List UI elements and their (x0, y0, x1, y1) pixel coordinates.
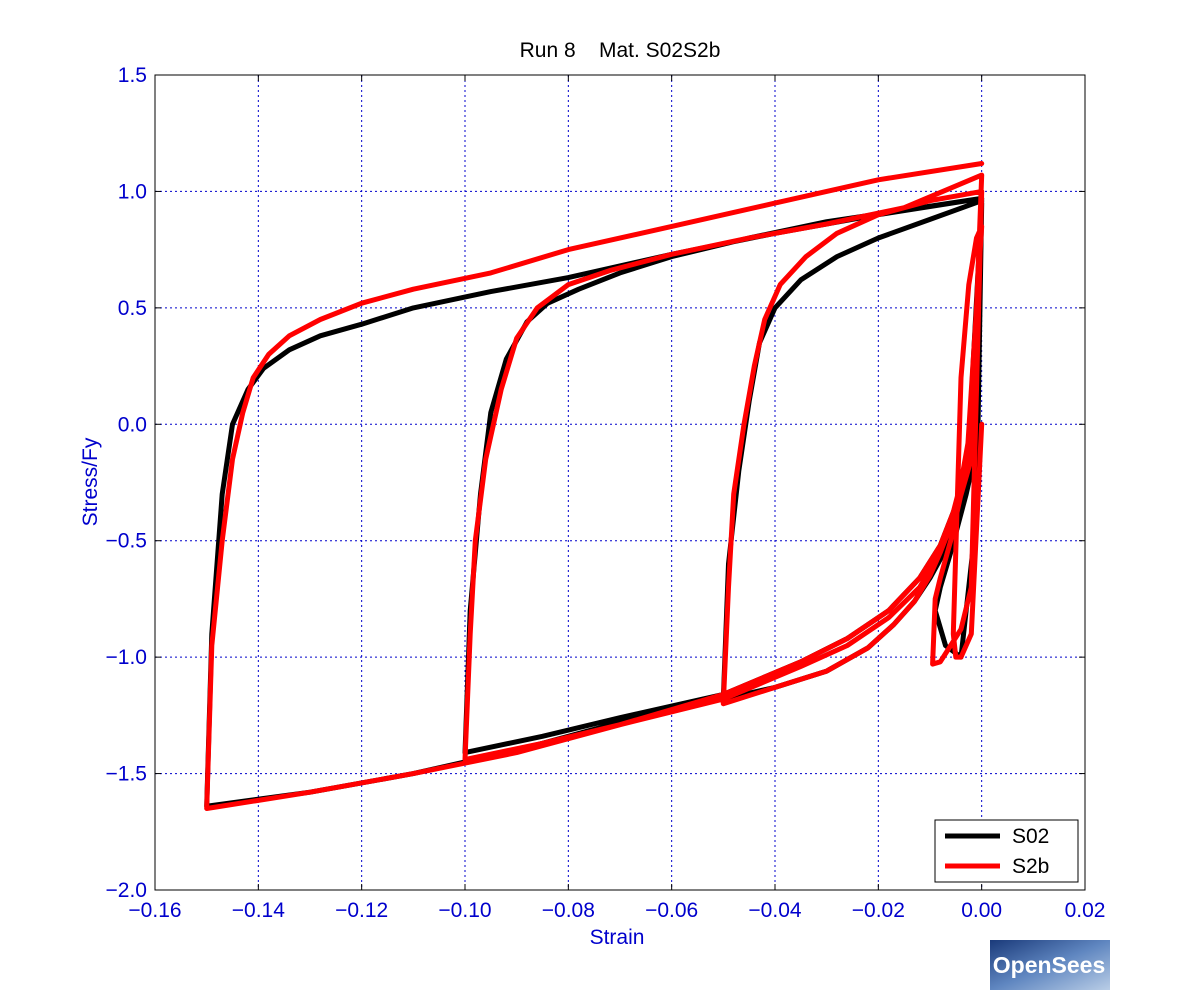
x-tick-label: 0.02 (1065, 899, 1106, 922)
y-tick-label: −0.5 (106, 530, 147, 553)
y-tick-label: −1.0 (106, 646, 147, 669)
tick-labels: −0.16 −0.14 −0.12 −0.10 −0.08 −0.06 −0.04 −0.02… (106, 64, 1106, 922)
x-axis-label: Strain (590, 926, 645, 949)
plot-area (155, 75, 1085, 890)
y-tick-label: 0.5 (118, 297, 147, 320)
plot-frame (154, 74, 1086, 891)
y-tick-label: 0.0 (118, 413, 147, 436)
y-tick-label: 1.0 (118, 180, 147, 203)
logo-background (990, 940, 1110, 990)
x-tick-label: −0.16 (128, 899, 181, 922)
series-layer (204, 161, 985, 811)
opensees-logo: OpenSees (990, 940, 1110, 990)
x-tick-label: −0.08 (542, 899, 595, 922)
y-tick-label: 1.5 (118, 64, 147, 87)
y-tick-label: −2.0 (106, 879, 147, 902)
x-tick-label: 0.00 (961, 899, 1002, 922)
x-tick-label: −0.04 (748, 899, 801, 922)
x-tick-label: −0.12 (335, 899, 388, 922)
series-line-s2b (204, 161, 985, 811)
y-tick-label: −1.5 (106, 763, 147, 786)
chart-title: Run 8 Mat. S02S2b (520, 39, 721, 62)
x-tick-label: −0.10 (438, 899, 491, 922)
legend-label-s02: S02 (1012, 825, 1049, 848)
x-tick-label: −0.14 (232, 899, 285, 922)
legend-box (934, 819, 1079, 883)
legend: S02 S2b (934, 819, 1079, 883)
legend-label-s2b: S2b (1012, 855, 1049, 878)
y-axis-label: Stress/Fy (79, 437, 102, 526)
x-tick-label: −0.02 (852, 899, 905, 922)
x-tick-label: −0.06 (645, 899, 698, 922)
logo-text: OpenSees (993, 952, 1106, 978)
